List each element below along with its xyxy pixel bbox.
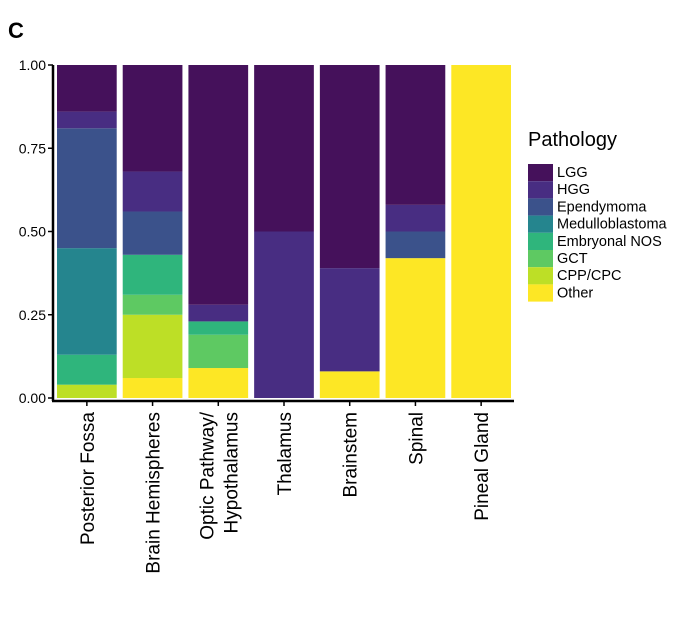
- bar-segment: [57, 248, 117, 355]
- legend-label: LGG: [557, 165, 588, 181]
- legend-label: Embryonal NOS: [557, 234, 662, 250]
- legend-swatch: [528, 267, 553, 285]
- legend-title: Pathology: [528, 129, 617, 151]
- bar-segment: [122, 211, 183, 255]
- bar-segment: [319, 268, 380, 372]
- bar-segment: [319, 371, 380, 398]
- bar-segments: [57, 65, 511, 398]
- x-tick-label: Brain Hemispheres: [144, 412, 165, 574]
- x-axis: Posterior Fossa Brain Hemispheres Optic Pa…: [52, 399, 514, 574]
- bar-segment: [122, 294, 183, 315]
- y-tick-label: 0.50: [19, 224, 46, 240]
- bar-segment: [254, 65, 314, 232]
- y-tick-label: 0.25: [19, 307, 46, 323]
- bar-segment: [188, 368, 249, 398]
- bar-segment: [188, 334, 249, 369]
- legend-label: Other: [557, 285, 593, 301]
- bar-segment: [319, 65, 380, 269]
- legend-swatch: [528, 198, 553, 216]
- x-tick-label: Optic Pathway/: [197, 411, 218, 539]
- legend-label: GCT: [557, 251, 588, 267]
- bar-segment: [57, 354, 117, 385]
- legend-swatch: [528, 164, 553, 182]
- x-tick-label: Pineal Gland: [472, 412, 493, 521]
- x-tick-label: Posterior Fossa: [78, 412, 99, 545]
- panel-label: C: [8, 18, 24, 43]
- legend-label: HGG: [557, 182, 590, 198]
- bar-segment: [57, 384, 117, 398]
- legend-swatch: [528, 232, 553, 250]
- bar-segment: [385, 231, 446, 259]
- y-tick-label: 1.00: [19, 57, 46, 73]
- y-axis: 0.00 0.25 0.50 0.75 1.00: [19, 57, 55, 406]
- legend-label: CPP/CPC: [557, 268, 621, 284]
- bar-segment: [122, 171, 183, 212]
- bar-segment: [385, 204, 446, 232]
- bar-segment: [254, 231, 314, 398]
- bar-segment: [188, 304, 249, 322]
- x-tick-label: Brainstem: [341, 412, 362, 498]
- bar-segment: [122, 314, 183, 379]
- legend-swatch: [528, 215, 553, 233]
- legend-swatch: [528, 284, 553, 302]
- bar-segment: [122, 254, 183, 295]
- bar-segment: [188, 321, 249, 335]
- bar-segment: [451, 65, 511, 398]
- x-tick-label: Spinal: [406, 412, 427, 465]
- bar-segment: [385, 258, 446, 398]
- bar-segment: [122, 378, 183, 398]
- legend-label: Ependymoma: [557, 199, 647, 215]
- x-tick-label: Thalamus: [275, 412, 296, 495]
- bar-segment: [57, 128, 117, 249]
- legend-swatch: [528, 181, 553, 199]
- y-tick-label: 0.75: [19, 140, 46, 156]
- legend-swatch: [528, 250, 553, 268]
- bar-segment: [122, 65, 183, 172]
- bar-segment: [57, 111, 117, 129]
- legend-label: Medulloblastoma: [557, 217, 668, 233]
- x-tick-label: Hypothalamus: [221, 412, 242, 533]
- bar-segment: [57, 65, 117, 112]
- y-tick-label: 0.00: [19, 390, 46, 406]
- bar-segment: [188, 65, 249, 305]
- bar-segment: [385, 65, 446, 205]
